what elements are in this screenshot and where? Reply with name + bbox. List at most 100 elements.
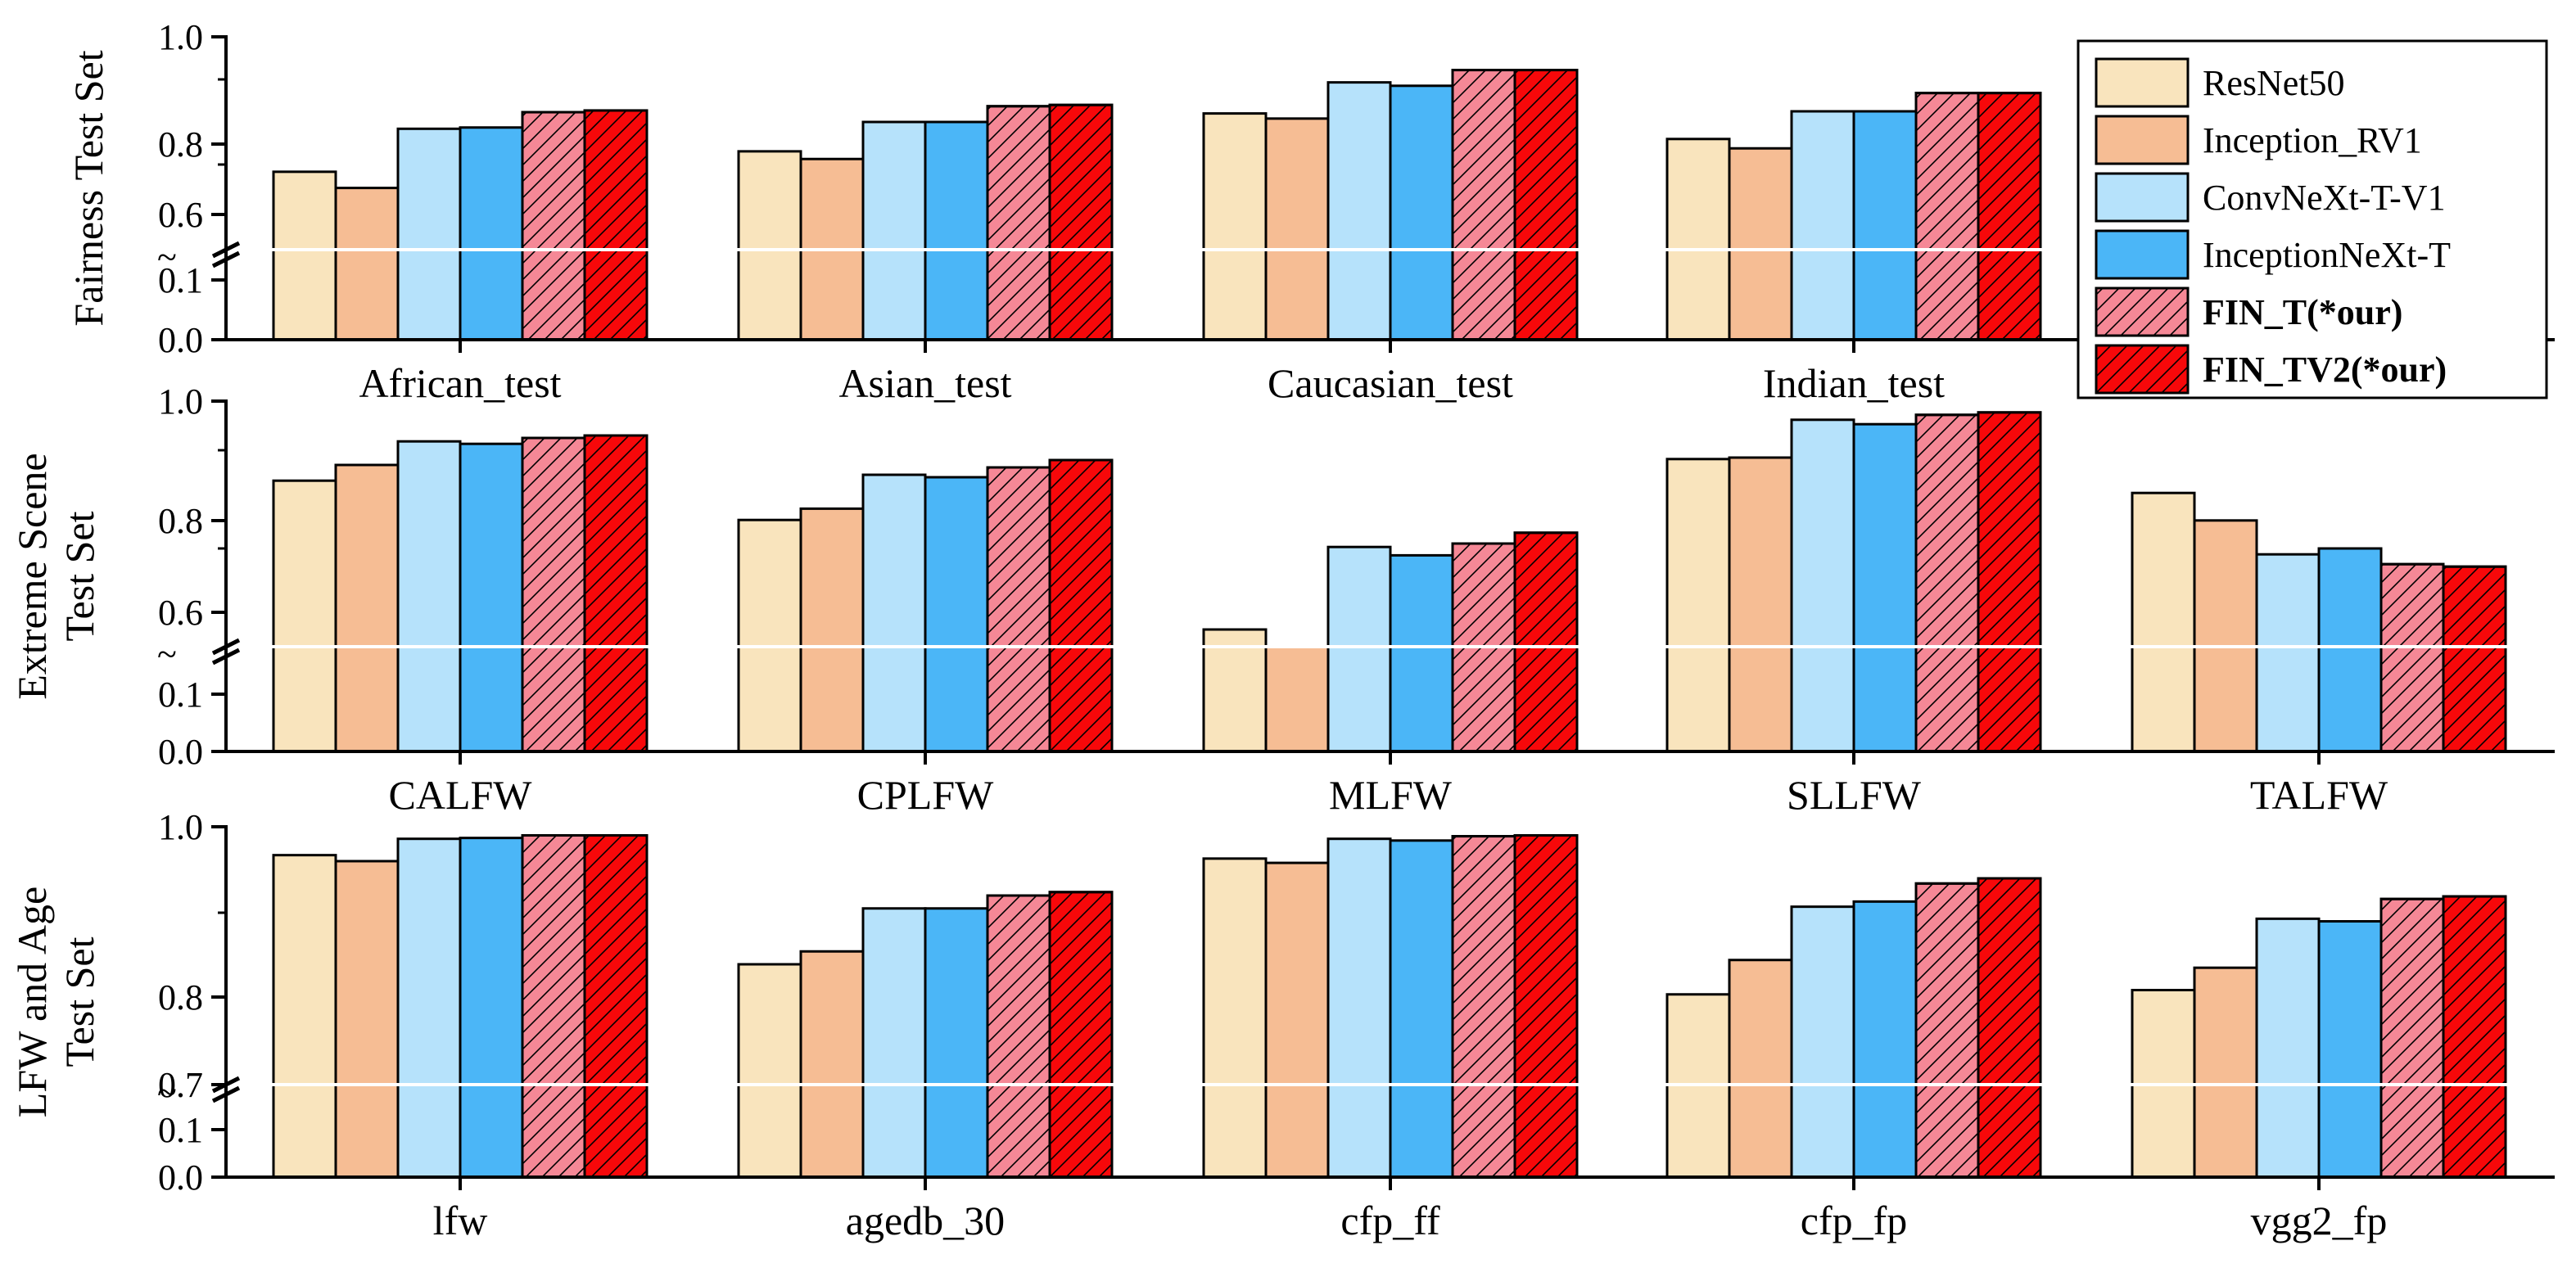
legend-swatch-inception-rv1 (2095, 115, 2190, 165)
bar-hatch-caucasian-test-fin-t-our (1451, 69, 1516, 341)
y-tick-label: 0.8 (158, 501, 203, 541)
bar-hatch-cfp-ff-fin-tv2-our (1513, 834, 1579, 1179)
bar-hatch-agedb-30-fin-t-our (986, 894, 1051, 1179)
legend: ResNet50 Inception_RV1 ConvNeXt-T-V1 Incept… (2077, 39, 2548, 399)
bar-vgg2-fp-convnext-t-v1 (2255, 917, 2321, 1179)
bar-cplfw-inception-rv1 (799, 507, 865, 753)
bar-hatch-cfp-ff-fin-t-our (1451, 835, 1516, 1179)
bar-cfp-fp-inception-rv1 (1728, 959, 1793, 1179)
y-tick-label: 0.0 (158, 320, 203, 360)
x-category-label: vgg2_fp (2251, 1198, 2388, 1243)
legend-label: FIN_TV2(*our) (2203, 350, 2447, 390)
bar-hatch-lfw-fin-t-our (521, 834, 586, 1179)
x-category-label: MLFW (1329, 772, 1453, 818)
bar-calfw-convnext-t-v1 (396, 440, 462, 753)
x-category-label: Indian_test (1763, 360, 1945, 406)
y-tick-label: 0.1 (158, 260, 203, 300)
bar-mlfw-convnext-t-v1 (1326, 545, 1392, 753)
bar-mlfw-inception-rv1 (1264, 645, 1330, 753)
y-tick-label: 0.7 (158, 1065, 203, 1105)
chart-panel-2: ~0.0 0.1 0.6 0.8 1.0 CALFW CPLFW MLFW SLLFW TALFW… (9, 381, 2555, 818)
bar-cplfw-convnext-t-v1 (861, 473, 927, 753)
bar-hatch-cfp-fp-fin-t-our (1914, 882, 1980, 1179)
bar-hatch-sllfw-fin-t-our (1914, 413, 1980, 753)
axis-break-mark (211, 1085, 241, 1103)
bar-indian-test-resnet50 (1665, 138, 1731, 341)
y-tick-label: 1.0 (158, 17, 203, 57)
x-category-label: agedb_30 (846, 1198, 1005, 1243)
y-tick-label: 0.8 (158, 124, 203, 165)
bar-calfw-inception-rv1 (334, 463, 400, 753)
y-axis-label: Test Set (56, 511, 102, 641)
bar-vgg2-fp-inception-rv1 (2193, 966, 2258, 1179)
y-tick-label: 0.6 (158, 593, 203, 633)
bar-caucasian-test-resnet50 (1202, 112, 1268, 341)
chart-panel-1: ~0.0 0.1 0.6 0.8 1.0 African_test Asian_test Ca… (66, 17, 2555, 406)
bar-indian-test-convnext-t-v1 (1790, 110, 1855, 341)
bar-hatch-cplfw-fin-t-our (986, 466, 1051, 753)
y-axis-label: Extreme Scene (9, 453, 55, 699)
bar-cfp-fp-inceptionnext-t (1852, 900, 1918, 1179)
y-tick-label: 0.1 (158, 675, 203, 715)
bar-hatch-vgg2-fp-fin-tv2-our (2442, 895, 2507, 1179)
bar-sllfw-inceptionnext-t (1852, 422, 1918, 753)
bar-hatch-asian-test-fin-t-our (986, 105, 1051, 341)
legend-swatch-convnext-t-v1 (2095, 172, 2190, 223)
bar-cfp-ff-resnet50 (1202, 857, 1268, 1179)
x-category-label: TALFW (2250, 772, 2388, 818)
bar-hatch-talfw-fin-tv2-our (2442, 565, 2507, 753)
bar-hatch-caucasian-test-fin-tv2-our (1513, 69, 1579, 341)
bar-hatch-mlfw-fin-tv2-our (1513, 531, 1579, 753)
bar-hatch-indian-test-fin-t-our (1914, 92, 1980, 341)
bar-african-test-resnet50 (272, 170, 337, 341)
bar-lfw-resnet50 (272, 854, 337, 1179)
y-tick-label: 0.0 (158, 732, 203, 772)
legend-label: FIN_T(*our) (2203, 292, 2402, 332)
x-category-label: cfp_ff (1340, 1198, 1440, 1243)
bar-indian-test-inception-rv1 (1728, 147, 1793, 341)
legend-swatch-inceptionnext-t (2095, 229, 2190, 280)
bar-hatch-talfw-fin-t-our (2379, 562, 2445, 753)
bar-hatch-indian-test-fin-tv2-our (1977, 92, 2042, 341)
y-tick-label: 0.8 (158, 977, 203, 1018)
x-category-label: Caucasian_test (1268, 360, 1513, 406)
bar-agedb-30-inception-rv1 (799, 950, 865, 1179)
x-category-label: CPLFW (857, 772, 995, 818)
y-axis-label: Test Set (56, 936, 102, 1067)
bar-agedb-30-resnet50 (737, 963, 802, 1179)
x-category-label: cfp_fp (1801, 1198, 1908, 1243)
bar-hatch-vgg2-fp-fin-t-our (2379, 897, 2445, 1179)
bar-hatch-calfw-fin-t-our (521, 436, 586, 753)
chart-panel-3: ~0.0 0.1 0.7 0.8 1.0 lfw agedb_30 cfp_ff cfp_fp v… (9, 807, 2555, 1243)
legend-swatch-hatch (2095, 287, 2190, 337)
bar-cfp-fp-convnext-t-v1 (1790, 905, 1855, 1179)
x-category-label: Asian_test (838, 360, 1011, 406)
x-category-label: African_test (359, 360, 561, 406)
bar-lfw-inceptionnext-t (459, 837, 524, 1179)
bar-sllfw-inception-rv1 (1728, 456, 1793, 753)
bar-hatch-cfp-fp-fin-tv2-our (1977, 877, 2042, 1179)
y-tick-label: 1.0 (158, 807, 203, 847)
legend-label: ResNet50 (2203, 63, 2345, 103)
bar-mlfw-inceptionnext-t (1389, 553, 1454, 753)
bar-cfp-ff-convnext-t-v1 (1326, 837, 1392, 1179)
bar-calfw-inceptionnext-t (459, 442, 524, 753)
bar-african-test-inception-rv1 (334, 187, 400, 341)
bar-sllfw-convnext-t-v1 (1790, 418, 1855, 753)
bar-cplfw-resnet50 (737, 518, 802, 753)
bar-talfw-inception-rv1 (2193, 519, 2258, 753)
bar-hatch-calfw-fin-tv2-our (583, 434, 649, 753)
bar-sllfw-resnet50 (1665, 458, 1731, 753)
y-axis-label: Fairness Test Set (66, 50, 111, 326)
y-tick-label: 0.0 (158, 1157, 203, 1198)
bar-asian-test-convnext-t-v1 (861, 120, 927, 341)
y-tick-label: 1.0 (158, 381, 203, 422)
bar-talfw-convnext-t-v1 (2255, 553, 2321, 753)
axis-break-mark (211, 648, 241, 666)
bar-hatch-agedb-30-fin-tv2-our (1048, 891, 1114, 1179)
bar-asian-test-inceptionnext-t (924, 120, 989, 341)
bar-calfw-resnet50 (272, 479, 337, 753)
axis-break-mark (211, 241, 241, 259)
